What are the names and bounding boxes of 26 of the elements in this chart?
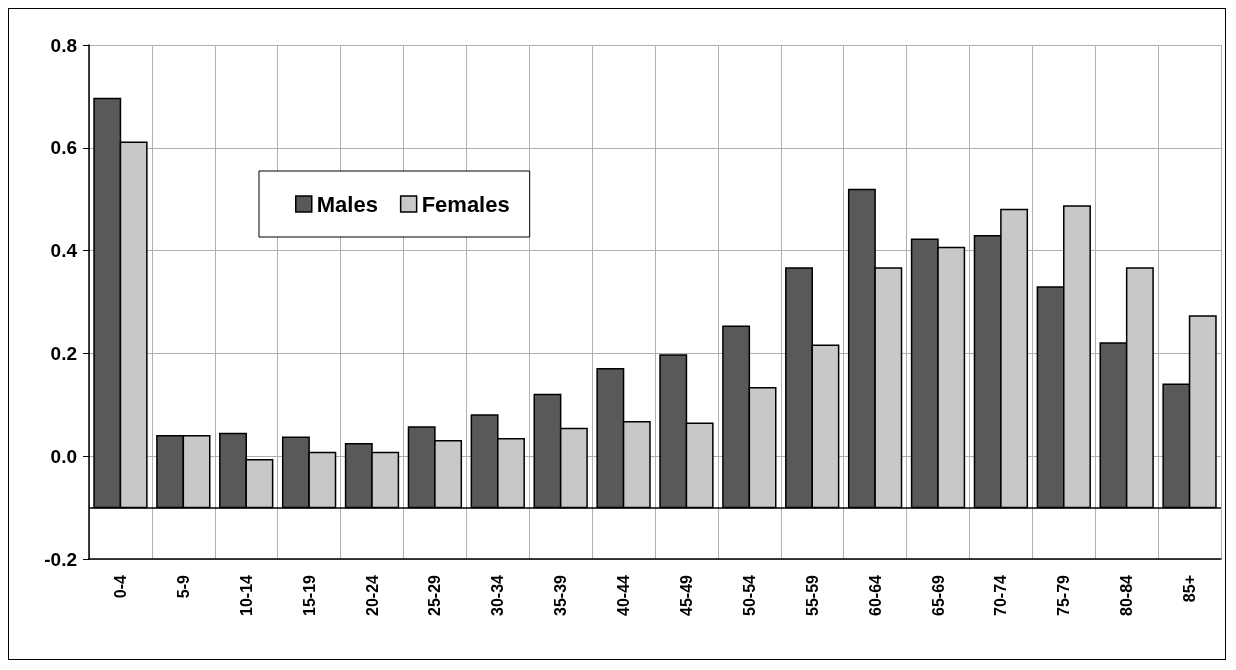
x-tick-label: 55-59 (803, 574, 821, 616)
x-tick-label: 45-49 (677, 574, 695, 616)
x-tick-label: 25-29 (426, 574, 444, 616)
x-tick-label: 50-54 (740, 574, 758, 616)
y-tick-label: 0.6 (50, 137, 77, 159)
x-tick-label: 80-84 (1118, 574, 1136, 616)
y-tick-label: -0.2 (44, 548, 77, 570)
legend-label: Females (421, 191, 510, 217)
x-tick-label: 40-44 (615, 574, 633, 616)
x-tick-label: 20-24 (363, 574, 381, 616)
x-tick-label: 10-14 (237, 574, 255, 616)
x-tick-label: 0-4 (111, 574, 129, 599)
x-tick-label: 30-34 (489, 574, 507, 616)
y-tick-label: 0.4 (50, 240, 78, 262)
x-tick-label: 15-19 (300, 574, 318, 616)
x-tick-label: 35-39 (552, 574, 570, 616)
y-tick-label: 0.8 (50, 34, 77, 56)
y-tick-label: 0.0 (50, 445, 77, 467)
x-tick-label: 60-64 (866, 574, 884, 616)
x-tick-label: 5-9 (174, 574, 192, 599)
legend-label: Males (316, 191, 378, 217)
x-tick-label: 85+ (1181, 575, 1199, 603)
x-tick-label: 65-69 (929, 574, 947, 616)
x-tick-label: 70-74 (992, 574, 1010, 616)
y-tick-label: 0.2 (50, 342, 77, 364)
x-tick-label: 75-79 (1055, 574, 1073, 616)
